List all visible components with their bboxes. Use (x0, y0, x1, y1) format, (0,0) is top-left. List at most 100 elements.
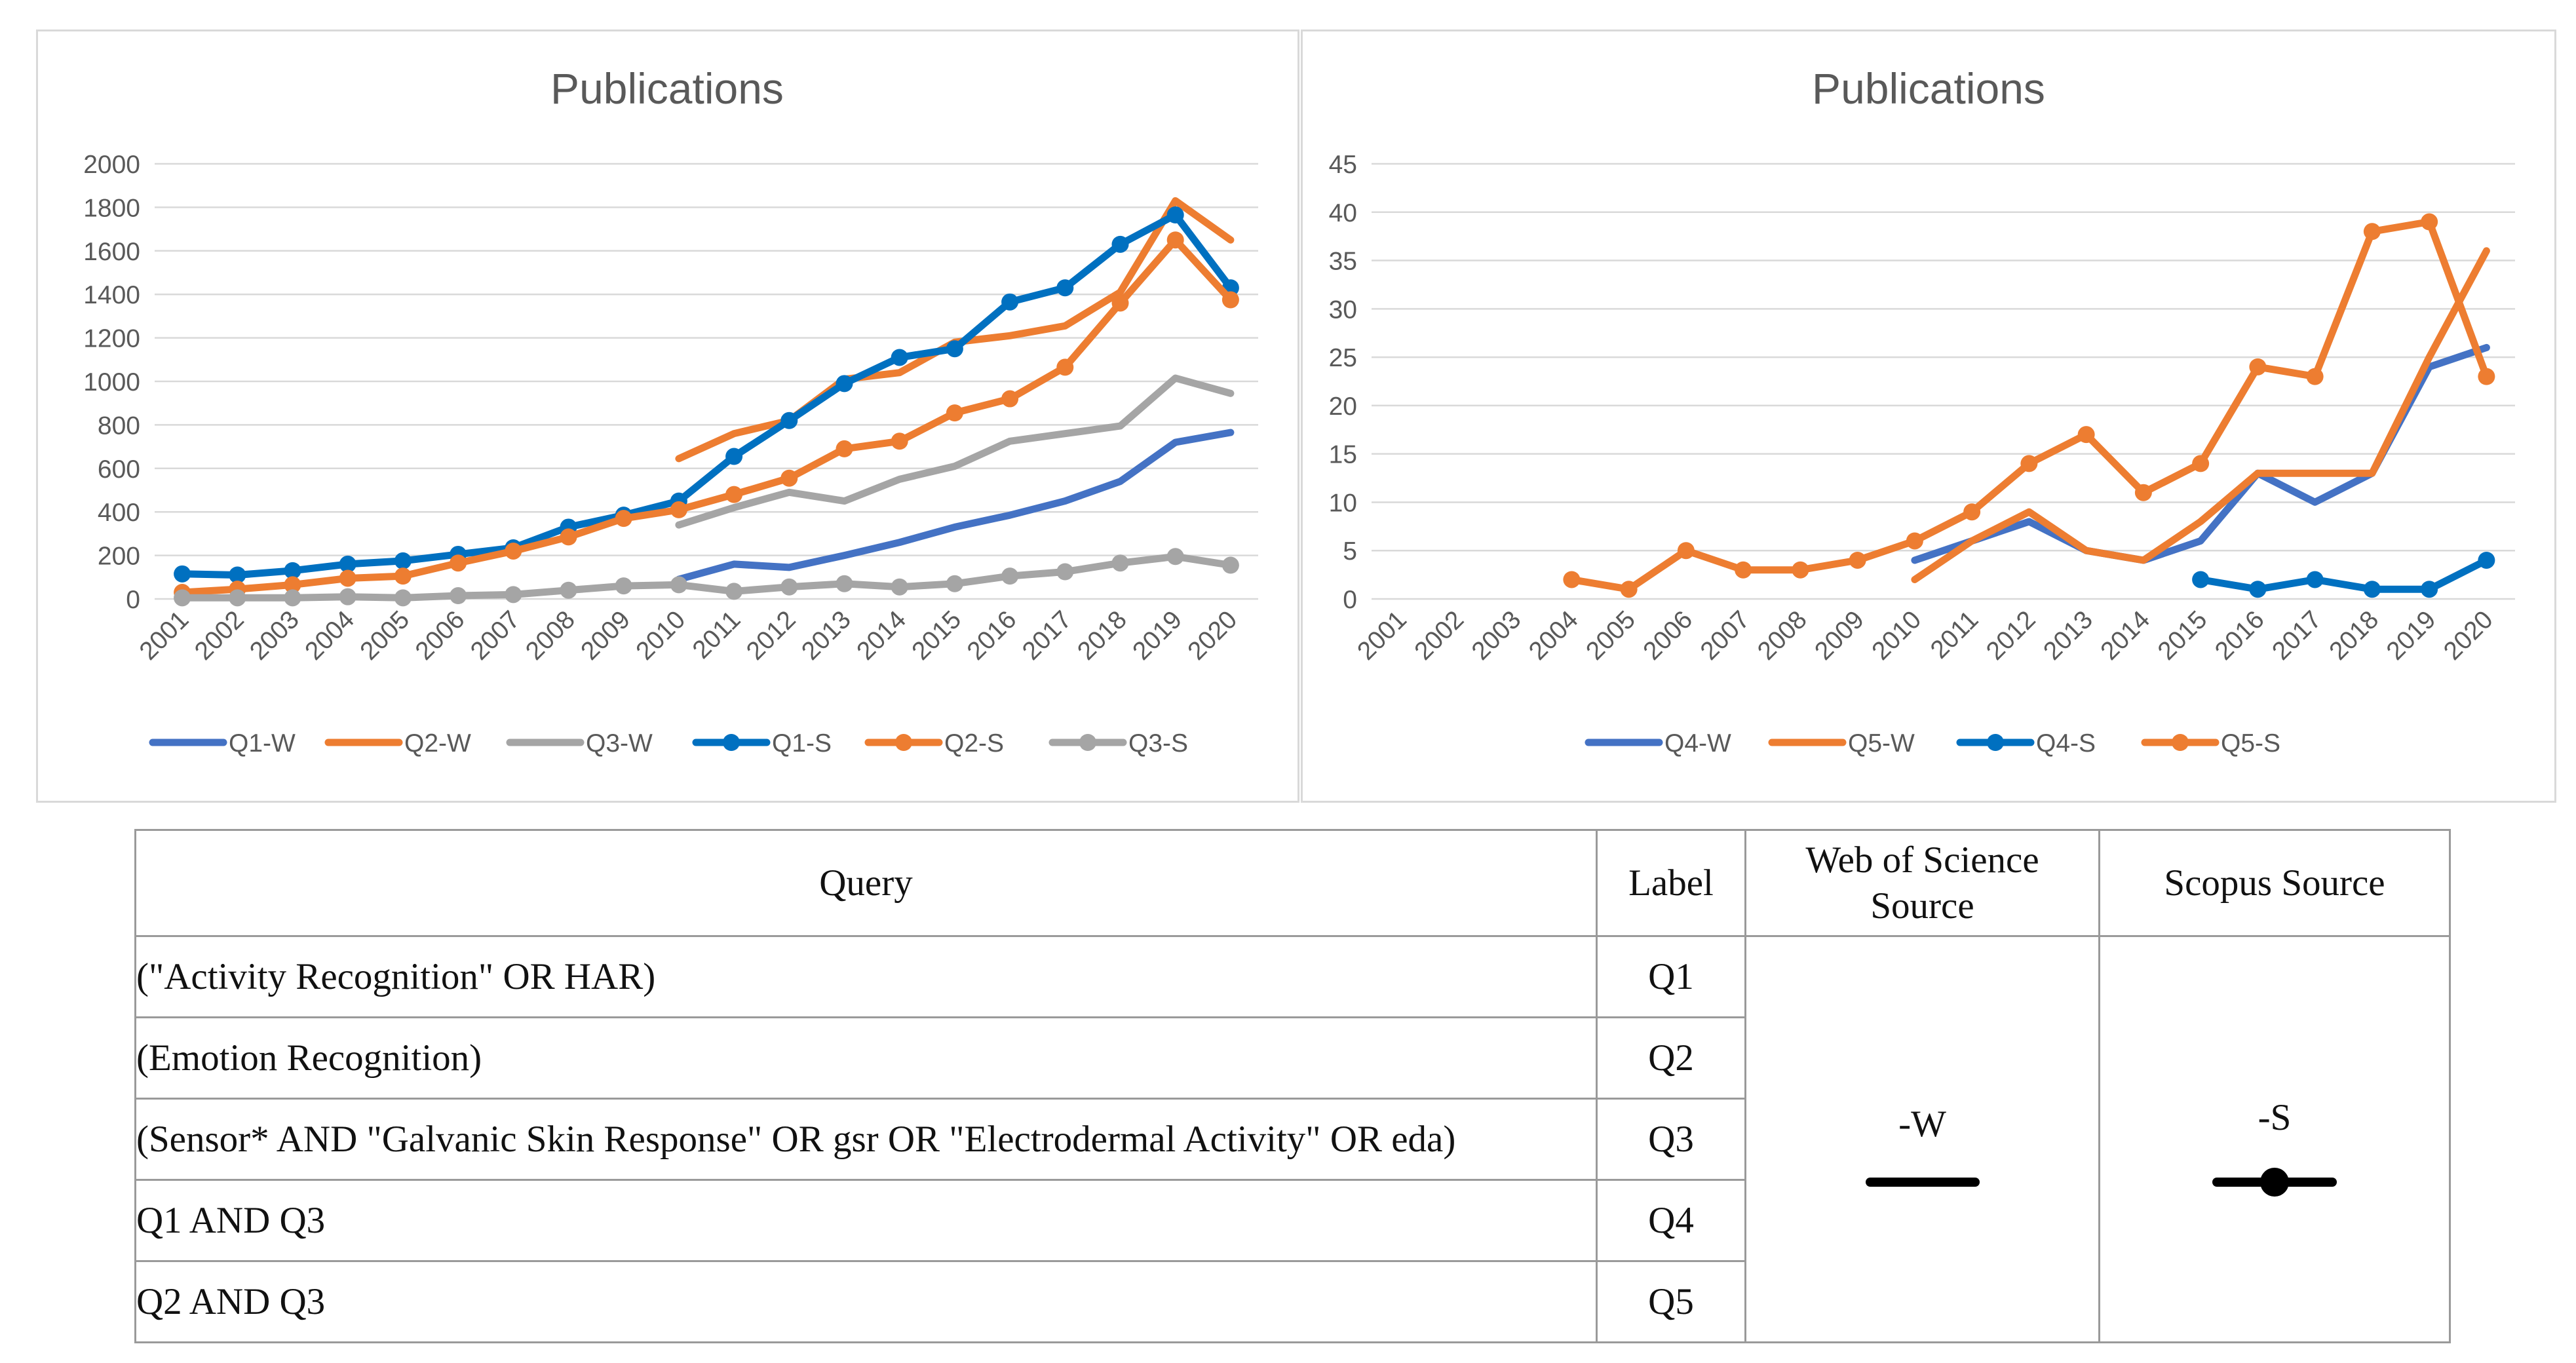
chart-left-point-q2-s (1111, 294, 1129, 312)
chart-left-point-q2-s (670, 501, 687, 518)
chart-right-point-q5-s (2478, 368, 2495, 385)
chart-left-x-tick-label: 2007 (465, 605, 526, 666)
chart-left-x-tick-label: 2010 (631, 605, 691, 666)
chart-left-y-tick-label: 400 (98, 499, 140, 527)
chart-left-point-q1-s (1056, 279, 1074, 297)
label-cell: Q5 (1596, 1260, 1746, 1343)
chart-right-y-tick-label: 25 (1329, 344, 1357, 372)
chart-left-y-tick-label: 0 (126, 586, 140, 614)
chart-right: Publications0510152025303540452001200220… (1329, 64, 2515, 758)
chart-left-point-q3-s (836, 575, 853, 592)
chart-left-y-tick-label: 1600 (83, 238, 140, 266)
chart-left-point-q2-s (450, 554, 467, 572)
chart-right-legend-label-q5-s: Q5-S (2221, 729, 2280, 758)
chart-right-point-q5-s (1563, 571, 1581, 588)
chart-left-point-q1-s (1001, 293, 1019, 311)
chart-right-point-q5-s (1620, 581, 1638, 598)
chart-right-y-tick-label: 5 (1343, 537, 1357, 566)
chart-right-x-tick-label: 2007 (1695, 605, 1756, 666)
chart-left-x-tick-label: 2012 (741, 605, 801, 666)
chart-left-y-tick-label: 2000 (83, 151, 140, 179)
chart-right-y-tick-label: 35 (1329, 248, 1357, 276)
chart-right-y-tick-label: 20 (1329, 393, 1357, 421)
chart-left-point-q3-s (174, 589, 191, 607)
chart-left-x-tick-label: 2014 (851, 605, 912, 666)
chart-right-x-tick-label: 2014 (2095, 605, 2155, 666)
chart-right-point-q5-s (1792, 561, 1809, 579)
chart-left-point-q3-s (1056, 563, 1074, 581)
query-cell: Q2 AND Q3 (134, 1260, 1598, 1343)
wos-line-sample-icon (1865, 1178, 1980, 1187)
chart-right-point-q5-s (1849, 551, 1866, 569)
header-query: Query (134, 829, 1598, 937)
chart-right-x-tick-label: 2019 (2381, 605, 2442, 666)
chart-right-series-line-q4-s (2197, 556, 2490, 593)
chart-right-point-q5-s (2363, 223, 2381, 240)
chart-right-point-q4-s (2306, 571, 2324, 588)
chart-left-point-q2-s (1221, 291, 1239, 309)
chart-left-point-q1-s (780, 412, 798, 429)
chart-left-y-tick-label: 1200 (83, 325, 140, 353)
chart-left-point-q2-s (284, 576, 301, 594)
label-cell: Q2 (1596, 1016, 1746, 1100)
table-row: ("Activity Recognition" OR HAR) Q1 -W -S (134, 935, 2451, 1343)
chart-left-legend-label-q1-s: Q1-S (772, 729, 832, 758)
chart-right-point-q5-s (1906, 532, 1923, 550)
chart-left-point-q3-s (670, 576, 687, 594)
chart-left-point-q3-s (1001, 567, 1019, 585)
chart-right-point-q4-s (2421, 581, 2438, 598)
chart-panel-right: Publications 0 5 10 15 20 25 30 35 40 45 2001 2002 20… (1301, 29, 2556, 803)
chart-right-point-q5-s (2192, 455, 2210, 472)
chart-left-point-q1-s (946, 340, 963, 358)
chart-left-point-q2-s (891, 432, 908, 450)
chart-right-x-tick-label: 2009 (1809, 605, 1870, 666)
chart-left-point-q3-s (946, 575, 963, 592)
chart-left-x-tick-label: 2004 (299, 605, 360, 666)
chart-right-x-tick-label: 2005 (1581, 605, 1641, 666)
chart-right-x-tick-label: 2020 (2438, 605, 2499, 666)
chart-left-x-tick-label: 2006 (410, 605, 471, 666)
chart-left-point-q2-s (615, 510, 632, 528)
chart-right-point-q5-s (2249, 358, 2267, 375)
wos-suffix: -W (1898, 1104, 1946, 1145)
chart-left-x-tick-label: 2005 (355, 605, 415, 666)
chart-left-x-tick-label: 2003 (244, 605, 305, 666)
chart-left-point-q1-s (836, 375, 853, 393)
query-cell: Q1 AND Q3 (134, 1179, 1598, 1262)
chart-left-x-tick-label: 2018 (1072, 605, 1132, 666)
chart-left-legend-label-q3-s: Q3-S (1128, 729, 1188, 758)
chart-right-x-tick-label: 2016 (2210, 605, 2270, 666)
scopus-marker-sample (2260, 1168, 2289, 1197)
label-cell: Q4 (1596, 1179, 1746, 1262)
chart-left-point-q3-s (339, 588, 356, 605)
header-label: Label (1596, 829, 1746, 937)
header-web-of-science-text: Web of Science Source (1805, 839, 2039, 927)
chart-right-legend-marker-q5-s (2172, 734, 2189, 751)
chart-right-x-tick-label: 2013 (2038, 605, 2098, 666)
chart-right-legend-label-q5-w: Q5-W (1848, 729, 1915, 758)
table-row: (Sensor* AND "Galvanic Skin Response" OR… (134, 1098, 2450, 1181)
chart-right-legend-marker-q4-s (1987, 734, 2004, 751)
chart-right-y-tick-label: 0 (1343, 586, 1357, 614)
chart-right-point-q5-s (2134, 484, 2152, 501)
chart-left-x-tick-label: 2019 (1127, 605, 1187, 666)
chart-right-point-q4-s (2192, 571, 2210, 588)
chart-left-y-tick-label: 600 (98, 455, 140, 484)
label-cell: Q3 (1596, 1098, 1746, 1181)
chart-left-x-tick-label: 2020 (1183, 605, 1243, 666)
query-cell: ("Activity Recognition" OR HAR) (134, 935, 1598, 1018)
chart-left-point-q2-s (946, 404, 963, 422)
chart-left-point-q3-s (891, 578, 908, 596)
chart-right-legend-label-q4-s: Q4-S (2036, 729, 2096, 758)
chart-left-point-q1-s (284, 562, 301, 579)
table-row: Q1 AND Q3 Q4 (134, 1179, 2450, 1262)
chart-left-point-q3-s (284, 589, 301, 607)
chart-right-point-q4-s (2478, 551, 2495, 569)
scopus-suffix: -S (2258, 1097, 2292, 1138)
chart-left-x-tick-label: 2016 (962, 605, 1022, 666)
chart-left-point-q3-s (780, 578, 798, 596)
chart-right-point-q5-s (1677, 542, 1695, 560)
chart-right-x-tick-label: 2017 (2267, 605, 2327, 666)
header-web-of-science: Web of Science Source (1744, 829, 2100, 937)
chart-right-point-q5-s (2020, 455, 2038, 472)
